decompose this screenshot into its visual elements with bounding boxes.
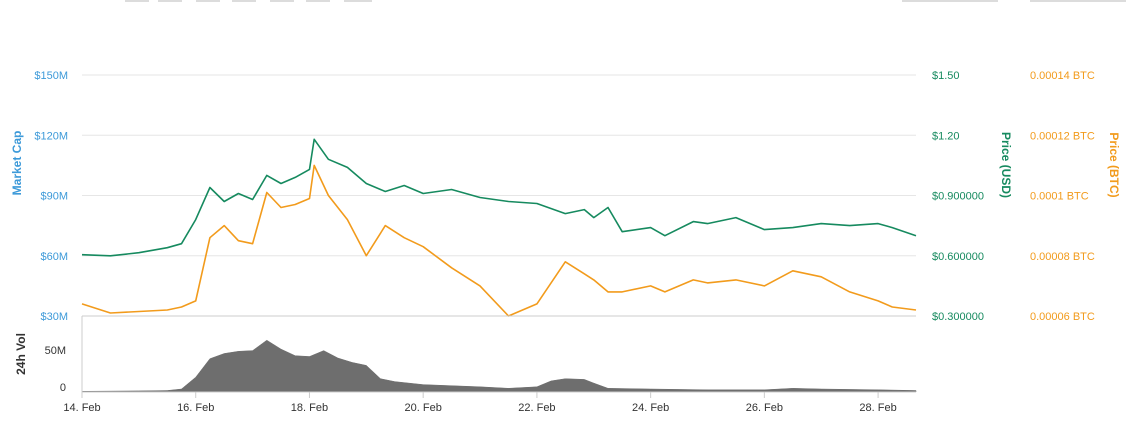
btc-tick-label: 0.00012 BTC [1030,130,1095,142]
range-button-5[interactable] [270,0,294,2]
usd-tick-label: $1.50 [932,70,960,82]
range-button-3[interactable] [196,0,220,2]
volume-series [81,339,917,393]
usd-tick-label: $1.20 [932,130,960,142]
x-tick-label: 18. Feb [291,402,328,414]
range-button-6[interactable] [306,0,330,2]
grid [81,74,916,398]
volume-area [81,339,917,393]
labels: Market Cap Price (USD) Price (BTC) 24h V… [10,70,1121,414]
volume-axis-title: 24h Vol [14,333,28,375]
usd-tick-label: $0.900000 [932,191,984,203]
btc-tick-label: 0.00006 BTC [1030,311,1095,323]
left-tick-label: $90M [40,191,68,203]
range-button-7[interactable] [344,0,372,2]
left-tick-label: $30M [40,311,68,323]
x-tick-label: 16. Feb [177,402,214,414]
btc-tick-label: 0.00014 BTC [1030,70,1095,82]
axes [81,315,916,393]
btc-tick-label: 0.0001 BTC [1030,191,1089,203]
x-tick-label: 22. Feb [518,402,555,414]
range-button-2[interactable] [158,0,182,2]
x-tick-label: 26. Feb [746,402,783,414]
volume-tick-label: 0 [60,382,66,394]
left-tick-label: $60M [40,251,68,263]
date-to-input[interactable] [1030,0,1126,2]
x-tick-label: 24. Feb [632,402,669,414]
left-tick-label: $150M [34,70,68,82]
range-button-4[interactable] [232,0,256,2]
x-tick-label: 14. Feb [63,402,100,414]
usd-tick-label: $0.300000 [932,311,984,323]
range-button-1[interactable] [125,0,149,2]
volume-tick-label: 50M [45,345,66,357]
usd-tick-label: $0.600000 [932,251,984,263]
x-tick-label: 20. Feb [405,402,442,414]
price-series [81,138,917,317]
price-usd-line [81,138,917,257]
btc-tick-label: 0.00008 BTC [1030,251,1095,263]
price-btc-line [81,164,917,317]
date-from-input[interactable] [902,0,998,2]
btc-axis-title: Price (BTC) [1107,132,1121,197]
left-axis-title: Market Cap [10,131,24,196]
x-tick-label: 28. Feb [859,402,896,414]
left-tick-label: $120M [34,130,68,142]
usd-axis-title: Price (USD) [999,132,1013,198]
